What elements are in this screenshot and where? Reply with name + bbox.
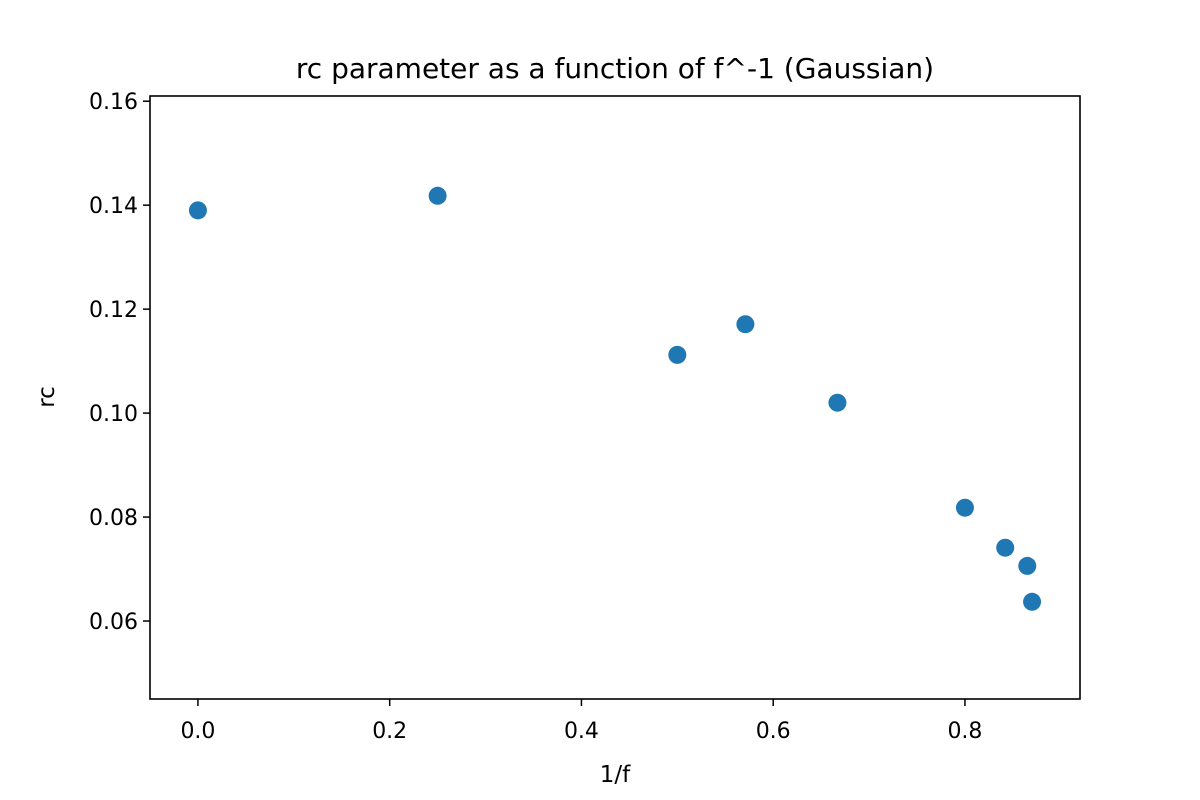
- data-point: [668, 345, 687, 364]
- y-tick-label: 0.06: [89, 610, 138, 635]
- data-point: [996, 538, 1015, 557]
- y-tick-label: 0.14: [89, 194, 138, 219]
- y-axis-label: rc: [34, 386, 60, 408]
- x-axis-label: 1/f: [600, 762, 631, 788]
- data-point: [1018, 556, 1037, 575]
- data-point: [955, 498, 974, 517]
- x-tick-label: 0.4: [564, 719, 599, 744]
- x-tick-label: 0.6: [756, 719, 791, 744]
- y-tick-label: 0.08: [89, 506, 138, 531]
- y-tick-label: 0.12: [89, 298, 138, 323]
- data-point: [188, 201, 207, 220]
- data-point: [736, 315, 755, 334]
- y-tick-label: 0.10: [89, 402, 138, 427]
- x-tick-label: 0.0: [180, 719, 215, 744]
- data-points: [188, 186, 1042, 611]
- data-point: [828, 393, 847, 412]
- y-tick-label: 0.16: [89, 90, 138, 115]
- x-axis-ticks: 0.0 0.2 0.4 0.6 0.8: [180, 699, 982, 744]
- plot-area: [149, 95, 1081, 700]
- chart-title: rc parameter as a function of f^-1 (Gaus…: [296, 52, 934, 85]
- x-tick-label: 0.8: [947, 719, 982, 744]
- x-tick-label: 0.2: [372, 719, 407, 744]
- y-axis-ticks: 0.06 0.08 0.10 0.12 0.14 0.16: [89, 90, 150, 635]
- data-point: [1023, 592, 1042, 611]
- data-point: [428, 186, 447, 205]
